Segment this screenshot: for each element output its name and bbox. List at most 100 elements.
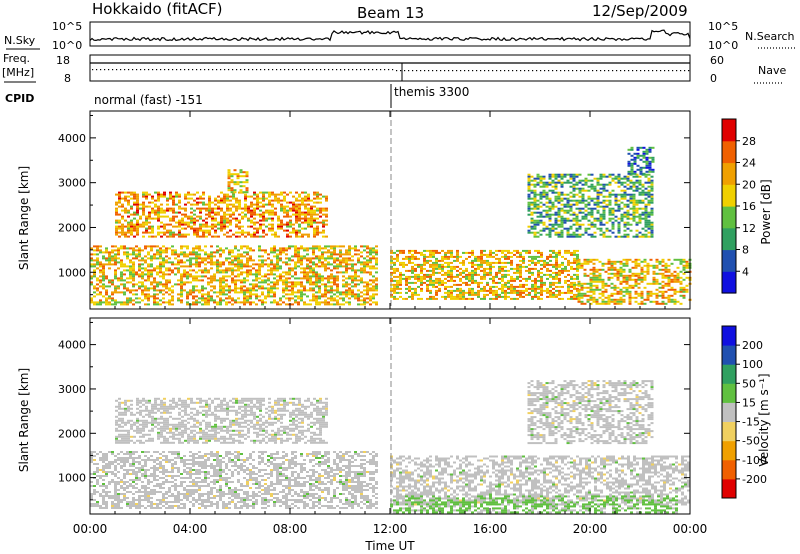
power-cell [578,235,582,238]
power-cell [633,152,637,155]
power-cell [580,286,584,289]
power-cell [629,201,633,204]
power-cell [307,203,310,206]
power-cell [154,191,157,194]
power-cell [375,267,378,270]
power-cell [593,201,597,204]
power-cell [647,193,651,196]
power-cell [540,281,543,284]
power-cell [159,257,162,260]
power-cell [239,181,243,184]
power-cell [459,277,462,280]
power-cell [121,231,124,234]
power-cell [617,179,621,182]
power-cell [667,300,671,303]
power-cell [315,301,318,304]
power-cell [262,217,265,220]
power-cell [114,285,117,288]
power-cell [483,277,486,280]
power-cell [605,205,609,208]
power-cell [673,300,677,303]
power-cell [130,227,133,230]
power-cell [289,209,292,212]
power-cell [222,285,225,288]
power-cell [163,227,166,230]
power-cell [573,251,576,254]
power-cell [554,217,558,220]
power-cell [522,289,525,292]
power-cell [230,179,234,182]
power-cell [498,249,501,252]
power-cell [399,281,402,284]
power-cell [402,277,405,280]
power-cell [619,270,623,273]
power-cell [195,257,198,260]
power-cell [670,298,674,301]
power-cell [124,211,127,214]
power-cell [570,297,573,300]
power-cell [217,235,220,238]
power-cell [655,296,659,299]
power-cell [210,251,213,254]
power-cell [171,269,174,272]
power-cell [93,249,96,252]
power-cell [333,267,336,270]
power-cell [162,263,165,266]
power-cell [324,299,327,302]
nave-dot [456,70,458,72]
power-cell [617,193,621,196]
power-cell [589,290,593,293]
power-cell [130,197,133,200]
power-cell [189,261,192,264]
power-cell [199,225,202,228]
power-cell [631,274,635,277]
power-cell [575,227,579,230]
power-cell [617,235,621,238]
power-cell [301,235,304,238]
power-cell [584,183,588,186]
nave-dot [524,70,526,72]
power-cell [207,293,210,296]
power-cell [227,189,231,192]
power-cell [108,267,111,270]
power-cell [169,233,172,236]
power-cell [510,275,513,278]
power-cell [604,270,608,273]
nave-dot [152,69,154,71]
power-cell [151,195,154,198]
power-cell [223,197,226,200]
power-cell [555,281,558,284]
nave-dot [148,69,150,71]
power-cell [306,259,309,262]
power-cell [567,289,570,292]
power-cell [249,283,252,286]
power-cell [393,257,396,260]
power-cell [270,251,273,254]
power-cell [528,263,531,266]
power-cell [420,263,423,266]
cpid-label: CPID [5,92,34,105]
power-cell [641,207,645,210]
power-cell [262,195,265,198]
power-cell [623,197,627,200]
power-cell [219,269,222,272]
power-cell [626,179,630,182]
nave-dot [680,70,682,72]
power-cell [312,257,315,260]
power-cell [426,285,429,288]
power-cell [136,227,139,230]
power-cell [171,249,174,252]
power-cell [234,257,237,260]
station-title: Hokkaido (fitACF) [92,0,223,18]
velocity-cell [93,471,96,473]
power-cell [420,275,423,278]
power-cell [162,285,165,288]
power-cell [289,215,292,218]
power-cell [348,291,351,294]
power-cell [123,251,126,254]
power-cell [138,281,141,284]
power-cell [286,233,289,236]
power-cell [225,257,228,260]
power-cell [267,279,270,282]
power-cell [351,293,354,296]
